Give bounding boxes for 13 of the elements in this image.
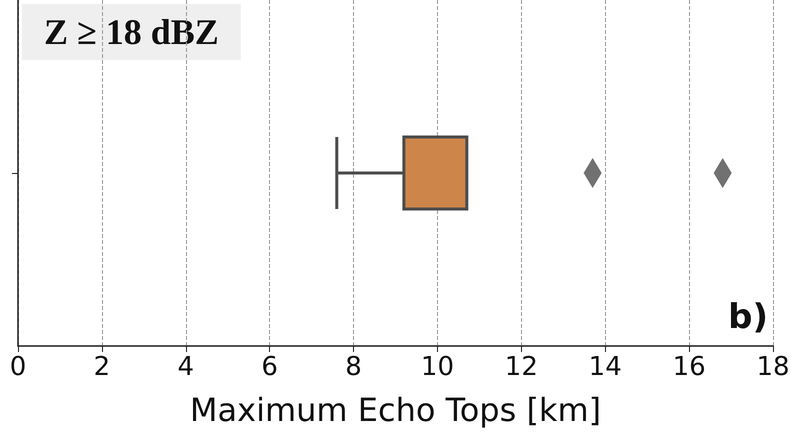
x-tick-label: 12 [504, 352, 538, 382]
x-axis-title: Maximum Echo Tops [km] [190, 391, 602, 429]
x-tick-label: 10 [420, 352, 454, 382]
x-tick-label: 4 [178, 352, 194, 382]
x-tick-label: 2 [94, 352, 110, 382]
x-tick-label: 6 [261, 352, 278, 382]
x-tick-label: 16 [672, 352, 706, 382]
x-tick-label: 18 [756, 352, 790, 382]
annotation: Z ≥ 18 dBZ [44, 12, 219, 52]
x-tick-label: 14 [588, 352, 622, 382]
x-tick-label: 8 [345, 352, 362, 382]
annotation: b) [728, 297, 768, 337]
x-tick-label: 0 [10, 352, 26, 382]
